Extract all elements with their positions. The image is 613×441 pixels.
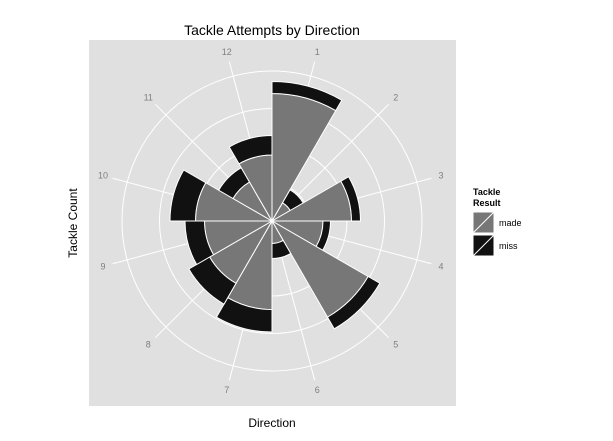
grid-circle: [121, 70, 423, 372]
x-axis-title: Direction: [248, 416, 295, 430]
bars: [169, 80, 381, 333]
bar-miss-3: [340, 176, 362, 222]
tick-label-7: 7: [224, 385, 229, 395]
tick-label-2: 2: [393, 92, 398, 102]
legend-key-slash: [472, 211, 495, 234]
chart-title: Tackle Attempts by Direction: [184, 22, 360, 38]
y-axis-title: Tackle Count: [66, 188, 80, 258]
tick-label-6: 6: [315, 385, 320, 395]
tick-label-1: 1: [315, 47, 320, 57]
tick-label-10: 10: [98, 171, 108, 181]
legend-label-miss: miss: [499, 241, 518, 251]
bar-miss-5: [326, 275, 381, 330]
bar-miss-7: [215, 296, 273, 333]
legend-title-line1: Tackle: [473, 187, 500, 197]
bar-miss-12: [228, 134, 273, 165]
tick-label-3: 3: [439, 171, 444, 181]
legend-title-line2: Result: [473, 198, 501, 208]
bar-miss-1: [271, 80, 343, 112]
bar-miss-10: [169, 169, 207, 222]
legend: Tackle Result made miss: [472, 187, 522, 257]
tick-label-11: 11: [144, 92, 153, 102]
legend-item-miss: miss: [472, 234, 518, 257]
tick-label-9: 9: [100, 261, 105, 271]
tick-label-5: 5: [393, 340, 398, 350]
tick-label-4: 4: [439, 261, 444, 271]
tick-label-8: 8: [146, 340, 151, 350]
legend-key-slash: [472, 234, 495, 257]
tick-label-12: 12: [222, 47, 232, 57]
legend-item-made: made: [472, 211, 522, 234]
legend-label-made: made: [499, 218, 522, 228]
bar-miss-8: [188, 256, 237, 305]
